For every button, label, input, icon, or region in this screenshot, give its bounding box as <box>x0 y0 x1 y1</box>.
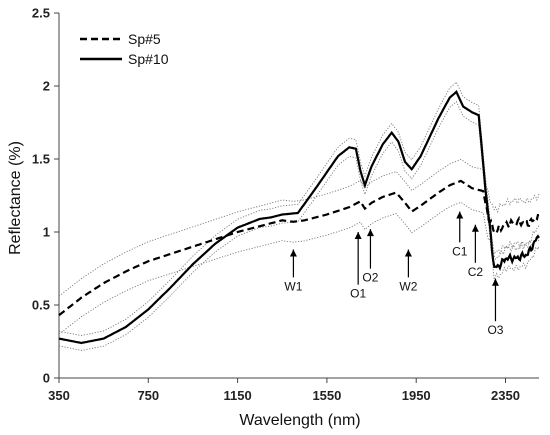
y-tick-label: 2 <box>43 79 50 94</box>
annotation-arrowhead <box>404 249 412 257</box>
series-line-1 <box>58 89 540 345</box>
annotation-arrowhead <box>354 232 362 239</box>
annotation-arrowhead <box>289 249 297 257</box>
legend-label: Sp#10 <box>128 51 169 67</box>
error-bands <box>58 81 540 351</box>
y-tick-label: 1 <box>43 225 50 240</box>
annotation-label: O1 <box>350 287 366 301</box>
error-band-line <box>58 100 540 351</box>
series-line-0 <box>58 179 540 317</box>
error-band-line <box>58 201 540 335</box>
y-axis-title: Reflectance (%) <box>7 141 24 255</box>
y-tick-label: 1.5 <box>32 152 50 167</box>
x-tick-label: 1950 <box>402 388 431 403</box>
annotation-arrowhead <box>491 278 499 286</box>
axes: 350 750 1150 1550 1950 2350 0 0.5 1 1.5 2 2.5 <box>32 6 539 403</box>
x-tick-label: 750 <box>137 388 159 403</box>
x-tick-label: 1550 <box>312 388 341 403</box>
x-tick-label: 2350 <box>491 388 520 403</box>
annotation-arrowhead <box>471 224 479 232</box>
annotation-arrowhead <box>366 229 374 237</box>
legend: Sp#5 Sp#10 <box>80 31 169 67</box>
annotation-label: O2 <box>362 271 378 285</box>
x-tick-label: 1150 <box>224 388 252 403</box>
y-tick-label: 0.5 <box>32 298 50 313</box>
y-tick-label: 2.5 <box>32 6 50 21</box>
annotation-arrowhead <box>456 211 464 219</box>
series-lines <box>58 89 540 345</box>
annotation-label: C1 <box>452 244 468 258</box>
error-band-line <box>58 81 540 336</box>
annotation-label: W2 <box>399 279 417 293</box>
y-tick-label: 0 <box>43 371 50 386</box>
annotation-label: C2 <box>468 265 484 279</box>
x-axis-title: Wavelength (nm) <box>239 412 360 429</box>
x-tick-label: 350 <box>48 388 70 403</box>
annotation-label: O3 <box>487 323 503 337</box>
annotation-label: W1 <box>284 279 302 293</box>
legend-label: Sp#5 <box>128 31 161 47</box>
